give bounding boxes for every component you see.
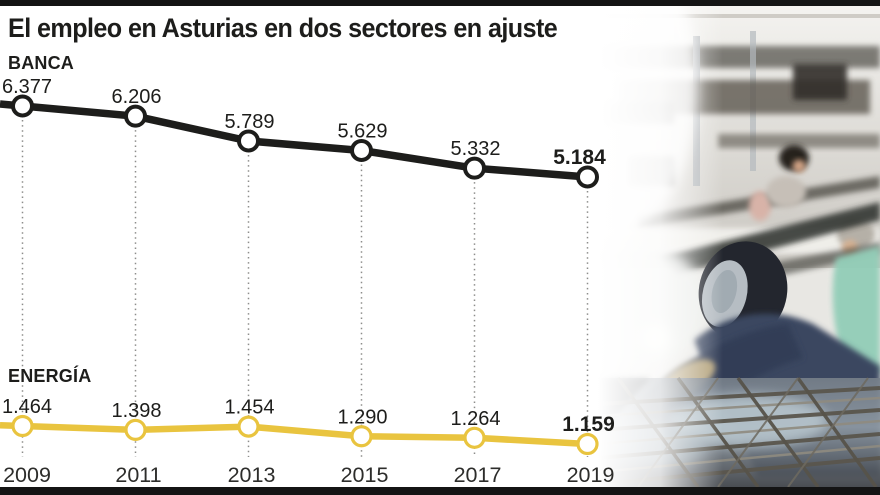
value-label-energia-2019: 1.159 — [562, 413, 615, 436]
value-label-energia-2011: 1.398 — [111, 400, 161, 422]
point-banca-2019 — [576, 165, 599, 189]
point-energia-2013 — [237, 415, 260, 438]
employment-line-chart: 6.377 6.206 5.789 5.629 5.332 5.184 1.464 1.398… — [0, 76, 615, 487]
value-label-banca-2011: 6.206 — [111, 86, 161, 108]
top-border-bar — [0, 0, 880, 6]
value-label-banca-2009: 6.377 — [2, 76, 52, 98]
value-label-banca-2017: 5.332 — [450, 138, 500, 160]
point-banca-2017 — [463, 156, 486, 180]
series-label-banca: BANCA — [8, 53, 74, 73]
point-banca-2013 — [237, 129, 260, 153]
point-energia-2019 — [576, 432, 599, 456]
bank-office-and-welder-photo — [518, 0, 880, 489]
value-label-energia-2009: 1.464 — [2, 396, 52, 418]
chart-title: El empleo en Asturias en dos sectores en… — [8, 13, 558, 43]
year-label-2009: 2009 — [3, 463, 51, 487]
year-label-2015: 2015 — [341, 463, 389, 487]
point-energia-2009 — [11, 414, 34, 438]
point-energia-2017 — [463, 426, 486, 449]
year-label-2013: 2013 — [228, 463, 276, 487]
value-label-banca-2015: 5.629 — [337, 121, 387, 143]
year-label-2017: 2017 — [454, 463, 502, 487]
point-banca-2011 — [124, 104, 147, 128]
year-label-2011: 2011 — [115, 463, 161, 487]
point-banca-2009 — [11, 94, 34, 118]
series-label-energia: ENERGÍA — [8, 366, 92, 386]
bottom-border-bar — [0, 487, 880, 495]
point-banca-2015 — [350, 139, 373, 163]
value-label-energia-2017: 1.264 — [450, 408, 500, 430]
value-label-energia-2013: 1.454 — [224, 397, 274, 419]
year-label-2019: 2019 — [567, 463, 615, 487]
value-label-banca-2019: 5.184 — [553, 146, 606, 169]
point-energia-2011 — [124, 418, 147, 441]
value-label-banca-2013: 5.789 — [224, 111, 274, 133]
point-energia-2015 — [350, 425, 373, 448]
photo-art — [518, 0, 880, 489]
value-label-energia-2015: 1.290 — [337, 406, 387, 428]
